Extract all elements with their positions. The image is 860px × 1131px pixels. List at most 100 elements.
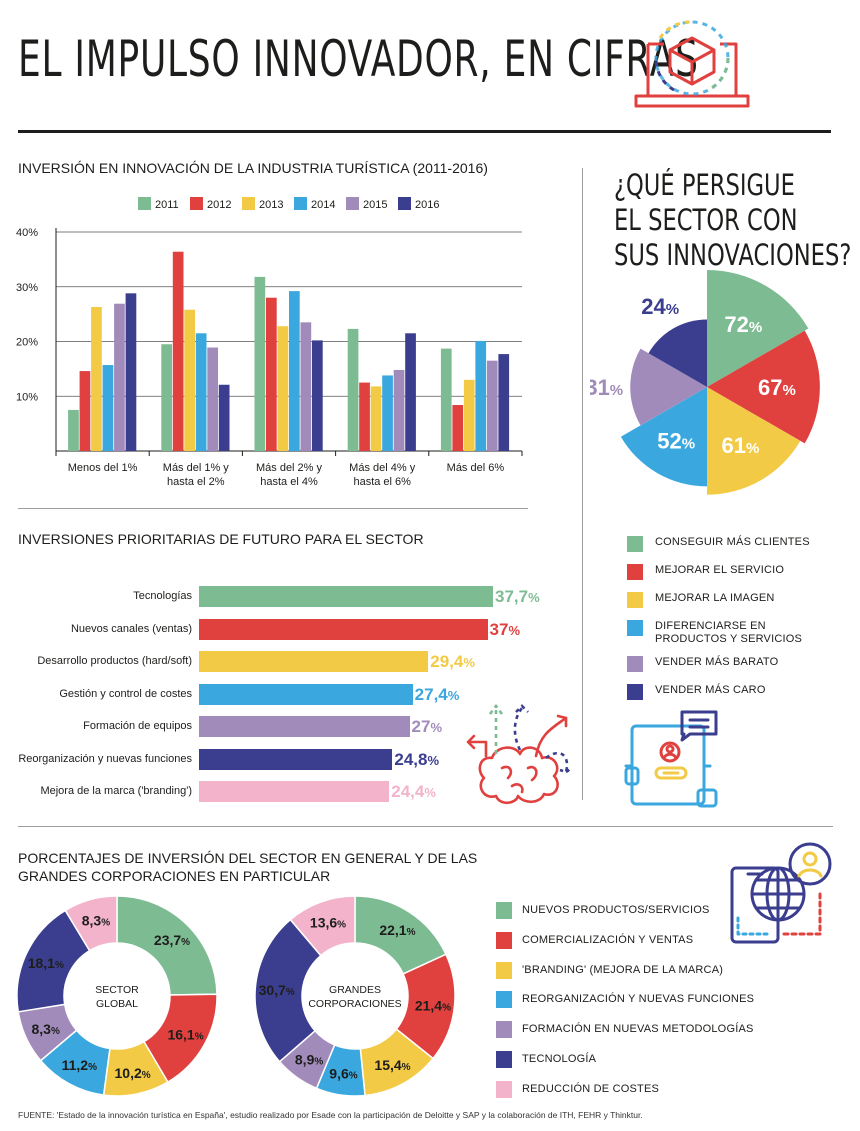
bar — [405, 333, 416, 451]
legend-swatch — [627, 620, 643, 636]
donut-value-label: 21,4% — [415, 998, 451, 1014]
bar — [359, 382, 370, 451]
bar — [463, 379, 475, 451]
legend-label-line: MEJORAR LA IMAGEN — [655, 592, 775, 604]
donut-segment — [64, 895, 118, 952]
legend-label: TECNOLOGÍA — [522, 1053, 597, 1065]
legend-swatch — [138, 197, 151, 210]
bar — [498, 354, 510, 451]
pie-slice — [630, 348, 707, 426]
bar — [161, 344, 172, 451]
bar-value-label: 37,7% — [495, 587, 540, 606]
legend-item: REDUCCIÓN DE COSTES — [496, 1080, 660, 1098]
bar-value-label: 27,4% — [414, 684, 460, 704]
pie-slice — [648, 319, 707, 387]
x-tick-label: hasta el 4% — [260, 476, 318, 488]
bar — [184, 309, 195, 451]
bar-value-label: 24,8% — [394, 749, 440, 769]
bar — [300, 322, 312, 451]
goals-pie-chart: 72%67%61%52%31%24% — [590, 270, 820, 495]
grouped-bar-chart: 2011 2012 2013 2014 2015 2016 10% 20% 30% 40% Meno… — [16, 197, 523, 488]
bar-label: Nuevos canales (ventas) — [70, 622, 192, 635]
legend-swatch — [627, 536, 643, 552]
donut-center-label: CORPORACIONES — [308, 998, 401, 1010]
donut-segment — [289, 895, 356, 957]
donut-value-label: 18,1% — [28, 955, 64, 971]
legend-label: DIFERENCIARSE EN PRODUCTOS Y SERVICIOS — [655, 620, 802, 646]
question-title-line: SUS INNOVACIONES? — [614, 238, 852, 272]
question-title-line: ¿QUÉ PERSIGUE — [614, 168, 795, 202]
donut-value-label: 10,2% — [115, 1065, 151, 1081]
bar — [440, 348, 452, 451]
page-title: EL IMPULSO INNOVADOR, EN CIFRAS — [18, 30, 699, 88]
large-corporations-donut: 22,1%21,4%15,4%9,6%8,9%30,7%13,6%GRANDES… — [254, 895, 456, 1097]
legend-label: 2015 — [363, 199, 387, 211]
legend-swatch — [496, 931, 512, 949]
y-tick-label: 30% — [16, 282, 38, 294]
laptop-cube-icon — [634, 20, 750, 108]
donut-value-label: 22,1% — [379, 922, 415, 938]
legend-label: REDUCCIÓN DE COSTES — [522, 1082, 660, 1095]
donut-value-label: 30,7% — [259, 982, 295, 998]
legend-swatch — [627, 684, 643, 700]
legend-label-line: VENDER MÁS CARO — [655, 684, 766, 696]
question-title: ¿QUÉ PERSIGUE EL SECTOR CON SUS INNOVACI… — [614, 168, 851, 273]
legend-label: MEJORAR LA IMAGEN — [655, 592, 775, 605]
donut-center-label: GRANDES — [329, 984, 381, 996]
bar — [195, 333, 207, 451]
legend-label: CONSEGUIR MÁS CLIENTES — [655, 536, 810, 549]
legend-swatch — [294, 197, 307, 210]
pie-value-label: 24% — [641, 294, 679, 319]
horizontal-bar-chart: Tecnologías 37,7% Nuevos canales (ventas) 3… — [0, 580, 570, 810]
bar — [370, 386, 382, 451]
bar — [172, 251, 184, 451]
title-rule — [18, 130, 831, 133]
donut-segment — [116, 895, 218, 996]
pie-slice — [707, 330, 820, 444]
legend-swatch — [496, 1021, 512, 1039]
x-tick-label: Más del 2% y — [256, 462, 323, 474]
bar — [199, 586, 493, 607]
legend-swatch — [496, 1051, 512, 1068]
legend-item: FORMACIÓN EN NUEVAS METODOLOGÍAS — [496, 1021, 754, 1039]
legend-label: MEJORAR EL SERVICIO — [655, 564, 784, 577]
bar — [347, 328, 359, 451]
x-tick-label: hasta el 2% — [167, 476, 225, 488]
x-tick-label: Menos del 1% — [68, 462, 138, 474]
y-tick-label: 20% — [16, 337, 38, 349]
x-tick-label: Más del 6% — [447, 462, 505, 474]
bar-chart-title: INVERSIÓN EN INNOVACIÓN DE LA INDUSTRIA … — [18, 160, 488, 176]
legend-label: 2014 — [311, 199, 335, 211]
bar — [277, 326, 289, 451]
bar — [452, 405, 464, 451]
bar-value-label: 37% — [489, 619, 521, 639]
legend-label: 2011 — [155, 199, 179, 211]
section-divider — [18, 826, 833, 827]
donut-section-title-line: GRANDES CORPORACIONES EN PARTICULAR — [18, 868, 331, 884]
legend-label: 2012 — [207, 199, 231, 211]
donut-center-label: SECTOR — [95, 984, 139, 996]
y-tick-label: 40% — [16, 227, 38, 239]
question-title-line: EL SECTOR CON — [614, 203, 798, 237]
bar — [207, 347, 218, 451]
legend-label-line: MEJORAR EL SERVICIO — [655, 564, 785, 576]
legend-swatch — [190, 197, 203, 210]
x-tick-label: Más del 4% y — [349, 462, 416, 474]
bar — [79, 371, 91, 451]
legend-item: MEJORAR EL SERVICIO — [627, 564, 784, 580]
legend-label: FORMACIÓN EN NUEVAS METODOLOGÍAS — [522, 1023, 754, 1036]
legend-item: VENDER MÁS CARO — [627, 684, 766, 700]
legend-label-line: CONSEGUIR MÁS CLIENTES — [655, 536, 810, 548]
priorities-chart-title: INVERSIONES PRIORITARIAS DE FUTURO PARA … — [18, 531, 424, 547]
donut-value-label: 23,7% — [154, 932, 190, 948]
brain-arrows-icon — [466, 703, 573, 805]
legend-label: NUEVOS PRODUCTOS/SERVICIOS — [522, 904, 710, 916]
legend-swatch — [627, 564, 643, 580]
globe-devices-icon — [730, 842, 832, 944]
bar-value-label: 27% — [411, 717, 443, 736]
bar — [199, 683, 413, 705]
bar — [382, 375, 393, 451]
legend-item: NUEVOS PRODUCTOS/SERVICIOS — [496, 902, 710, 919]
pie-value-label: 31% — [590, 375, 623, 400]
sector-global-donut: 23,7%16,1%10,2%11,2%8,3%18,1%8,3%SECTORG… — [16, 895, 218, 1097]
